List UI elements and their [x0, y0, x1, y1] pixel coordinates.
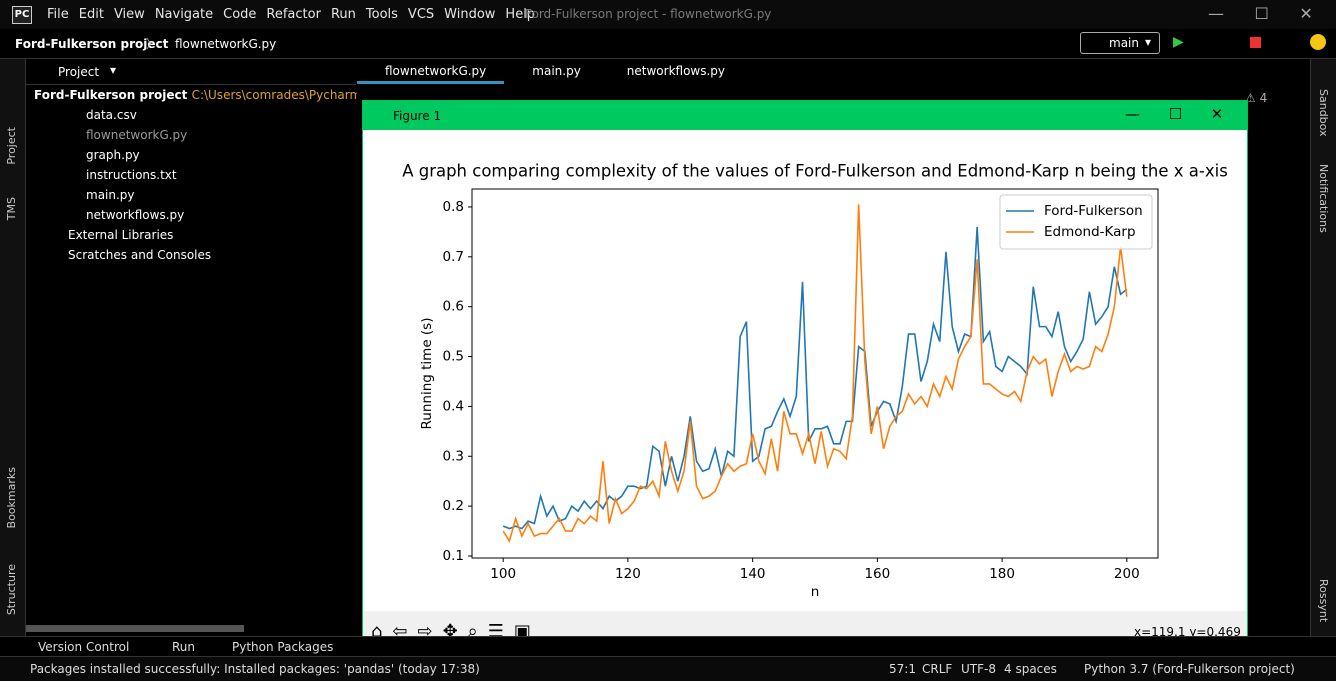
breadcrumb-sep: 〉	[146, 37, 159, 51]
menu-item[interactable]: VCS	[407, 7, 435, 22]
tree-root[interactable]: Ford-Fulkerson project C:\Users\comrades…	[34, 88, 368, 102]
scrollbar[interactable]	[26, 625, 244, 632]
tree-group[interactable]: Scratches and Consoles	[68, 248, 212, 262]
editor-tab[interactable]: flownetworkG.py	[357, 59, 505, 84]
breadcrumb-file[interactable]: flownetworkG.py	[175, 37, 277, 51]
caret-position[interactable]: 57:1	[889, 662, 916, 676]
tree-file[interactable]: main.py	[86, 188, 135, 202]
tool-tab[interactable]: Version Control	[38, 640, 130, 654]
y-tick-label: 0.8	[443, 199, 464, 215]
tree-root-path: C:\Users\comrades\PycharmP	[191, 88, 369, 102]
menu-item[interactable]: Refactor	[266, 7, 321, 22]
legend-label: Ford-Fulkerson	[1044, 203, 1143, 219]
x-axis-label: n	[811, 584, 820, 600]
chart-title: A graph comparing complexity of the valu…	[402, 162, 1228, 181]
menu-item[interactable]: Navigate	[154, 7, 214, 22]
figure-titlebar: Figure 1 — ☐ ✕	[363, 101, 1247, 130]
chart: A graph comparing complexity of the valu…	[402, 162, 1228, 601]
title-bar: PC File Edit View Navigate Code Refactor Run To…	[0, 0, 1336, 29]
x-tick-label: 120	[615, 566, 641, 582]
warning-number: 4	[1259, 91, 1268, 105]
side-tab[interactable]: Project	[5, 127, 18, 165]
encoding[interactable]: UTF-8	[961, 662, 996, 676]
cursor-coords: x=119.1 y=0.469	[1134, 625, 1241, 639]
nav-bar: Ford-Fulkerson project 〉 flownetworkG.py…	[0, 29, 1336, 59]
window-title: Ford-Fulkerson project - flownetworkG.py	[525, 7, 772, 21]
side-tab[interactable]: Bookmarks	[5, 467, 18, 529]
side-tab[interactable]: Rossynt	[1317, 579, 1330, 623]
editor-tab[interactable]: main.py	[532, 64, 581, 78]
menu-item[interactable]: Edit	[78, 7, 104, 22]
y-tick-label: 0.4	[443, 398, 464, 414]
side-tab[interactable]: Sandbox	[1317, 89, 1330, 137]
menu-item[interactable]: Run	[330, 7, 356, 22]
indent[interactable]: 4 spaces	[1004, 662, 1057, 676]
breadcrumb-project[interactable]: Ford-Fulkerson project	[15, 37, 169, 51]
menu-item[interactable]: File	[47, 7, 69, 22]
menu-item[interactable]: View	[113, 7, 145, 22]
window-controls[interactable]: — ☐ ✕	[1208, 4, 1313, 23]
tree-file[interactable]: networkflows.py	[86, 208, 185, 222]
app-logo[interactable]: PC	[12, 6, 32, 24]
run-config-label: main	[1109, 36, 1139, 50]
warning-count[interactable]: ⚠ 4	[1245, 91, 1268, 105]
run-config[interactable]: main ▾	[1080, 32, 1160, 54]
menu-item[interactable]: Help	[505, 7, 536, 22]
menu-item[interactable]: Code	[223, 7, 257, 22]
tree-group[interactable]: External Libraries	[68, 228, 174, 242]
x-tick-label: 140	[740, 566, 766, 582]
y-tick-label: 0.1	[443, 548, 464, 564]
update-icon[interactable]	[1310, 34, 1326, 50]
line-ending[interactable]: CRLF	[922, 662, 953, 676]
line-series	[502, 226, 1128, 530]
x-tick-label: 180	[989, 566, 1015, 582]
tool-tab[interactable]: Run	[172, 640, 196, 654]
side-tab[interactable]: Structure	[5, 564, 18, 616]
y-axis-label: Running time (s)	[419, 318, 435, 430]
y-tick-label: 0.5	[443, 349, 464, 365]
tab-bar: flownetworkG.py main.py networkflows.py	[357, 59, 743, 84]
x-tick-label: 100	[490, 566, 516, 582]
legend-label: Edmond-Karp	[1044, 224, 1136, 240]
side-tab[interactable]: Notifications	[1317, 164, 1330, 233]
menu-bar: File Edit View Navigate Code Refactor Run Tools…	[47, 7, 535, 22]
x-tick-label: 160	[864, 566, 890, 582]
tool-window-bar: Version Control Run Python Packages	[0, 636, 1336, 657]
axes-frame	[471, 188, 1159, 559]
tree-file[interactable]: instructions.txt	[86, 168, 177, 182]
y-tick-label: 0.3	[443, 448, 464, 464]
tree-file[interactable]: graph.py	[86, 148, 140, 162]
legend-box	[999, 194, 1153, 250]
tree-file[interactable]: flownetworkG.py	[86, 128, 188, 142]
menu-item[interactable]: Window	[444, 7, 496, 22]
line-series	[502, 204, 1128, 544]
figure-title: Figure 1	[393, 109, 442, 123]
y-tick-label: 0.7	[443, 249, 464, 265]
interpreter[interactable]: Python 3.7 (Ford-Fulkerson project)	[1084, 662, 1295, 676]
y-tick-label: 0.2	[443, 498, 464, 514]
project-panel: Project ▾ Ford-Fulkerson project C:\User…	[26, 59, 368, 636]
x-tick-label: 200	[1114, 566, 1140, 582]
status-message: Packages installed successfully: Install…	[30, 662, 480, 676]
panel-header: Project ▾	[26, 59, 356, 85]
stop-button[interactable]	[1250, 37, 1261, 48]
right-strip: Sandbox Notifications Rossynt	[1310, 59, 1336, 636]
y-tick-label: 0.6	[443, 299, 464, 315]
status-bar: Packages installed successfully: Install…	[0, 656, 1336, 681]
left-strip: Project TMS Bookmarks Structure	[0, 59, 26, 636]
side-tab[interactable]: TMS	[5, 197, 18, 221]
figure-controls[interactable]: — ☐ ✕	[1125, 105, 1224, 123]
editor-tab[interactable]: networkflows.py	[626, 64, 726, 78]
tree-file[interactable]: data.csv	[86, 108, 137, 122]
run-button[interactable]: ▶	[1173, 34, 1184, 50]
panel-title[interactable]: Project	[58, 65, 100, 79]
tree-root-name[interactable]: Ford-Fulkerson project	[34, 88, 188, 102]
tool-tab[interactable]: Python Packages	[232, 640, 334, 654]
menu-item[interactable]: Tools	[365, 7, 398, 22]
